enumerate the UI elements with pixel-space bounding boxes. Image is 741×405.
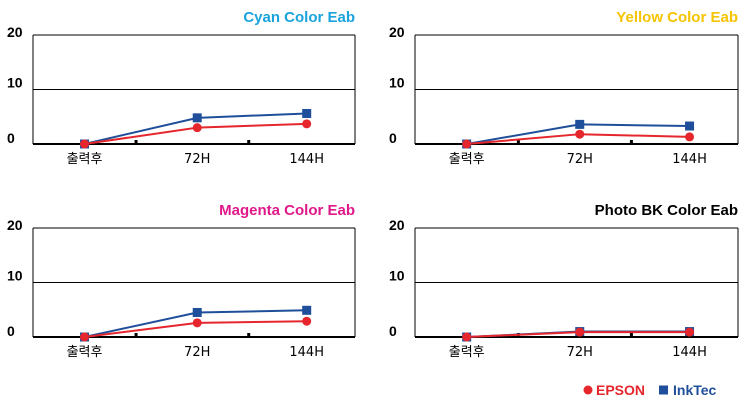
x-axis-separator-1	[134, 333, 138, 338]
y-tick-label: 0	[7, 130, 15, 146]
x-axis-separator-2	[247, 333, 251, 338]
data-point-inktec	[192, 113, 202, 123]
data-point-epson	[192, 123, 202, 133]
y-tick-label: 10	[7, 268, 23, 284]
y-tick-label: 0	[389, 323, 397, 339]
y-tick-label: 20	[389, 217, 405, 233]
x-axis-separator-2	[247, 140, 251, 145]
data-point-inktec	[192, 307, 202, 317]
y-tick-label: 10	[389, 268, 405, 284]
chart-panel-1: Cyan Color Eab 0 10 20 출력후 72H 144H	[7, 9, 356, 167]
data-point-inktec	[575, 119, 585, 129]
x-tick-label: 72H	[184, 345, 210, 360]
y-tick-label: 0	[389, 130, 397, 146]
legend: EPSON InkTec	[583, 382, 717, 398]
y-tick-label: 10	[7, 75, 23, 91]
x-tick-label: 144H	[289, 345, 324, 360]
y-tick-label: 20	[7, 217, 23, 233]
y-tick-label: 0	[7, 323, 15, 339]
data-point-epson	[685, 132, 695, 142]
data-point-epson	[302, 316, 312, 326]
x-tick-label: 출력후	[449, 152, 485, 167]
x-tick-label: 출력후	[67, 345, 103, 360]
chart-title: Magenta Color Eab	[219, 202, 355, 219]
y-tick-label: 20	[7, 24, 23, 40]
data-point-inktec	[302, 108, 312, 118]
chart-panel-2: Yellow Color Eab 0 10 20 출력후 72H 144H	[389, 9, 739, 167]
chart-title: Photo BK Color Eab	[595, 202, 738, 219]
legend-label-epson: EPSON	[596, 382, 645, 398]
y-tick-label: 10	[389, 75, 405, 91]
legend-marker-epson	[583, 385, 593, 395]
data-point-epson	[80, 139, 90, 149]
data-point-epson	[575, 129, 585, 139]
x-tick-label: 출력후	[449, 345, 485, 360]
x-tick-label: 출력후	[67, 152, 103, 167]
data-point-epson	[192, 318, 202, 328]
data-point-epson	[80, 332, 90, 342]
x-tick-label: 144H	[672, 152, 707, 167]
data-point-epson	[685, 327, 695, 337]
chart-title: Yellow Color Eab	[616, 9, 738, 26]
x-axis-separator-2	[629, 333, 633, 338]
data-point-epson	[575, 327, 585, 337]
data-point-epson	[462, 139, 472, 149]
x-tick-label: 72H	[184, 152, 210, 167]
y-tick-label: 20	[389, 24, 405, 40]
x-tick-label: 144H	[289, 152, 324, 167]
chart-title: Cyan Color Eab	[243, 9, 355, 26]
x-tick-label: 144H	[672, 345, 707, 360]
data-point-inktec	[302, 305, 312, 315]
data-point-epson	[462, 332, 472, 342]
x-tick-label: 72H	[567, 152, 593, 167]
data-point-inktec	[685, 121, 695, 131]
chart-panel-4: Photo BK Color Eab 0 10 20 출력후 72H 144H	[389, 202, 739, 360]
x-axis-separator-1	[134, 140, 138, 145]
legend-label-inktec: InkTec	[673, 382, 717, 398]
x-axis-separator-2	[629, 140, 633, 145]
x-tick-label: 72H	[567, 345, 593, 360]
legend-marker-inktec	[659, 385, 668, 395]
chart-panel-3: Magenta Color Eab 0 10 20 출력후 72H 144H	[7, 202, 356, 360]
x-axis-separator-1	[516, 140, 520, 145]
data-point-epson	[302, 119, 312, 129]
